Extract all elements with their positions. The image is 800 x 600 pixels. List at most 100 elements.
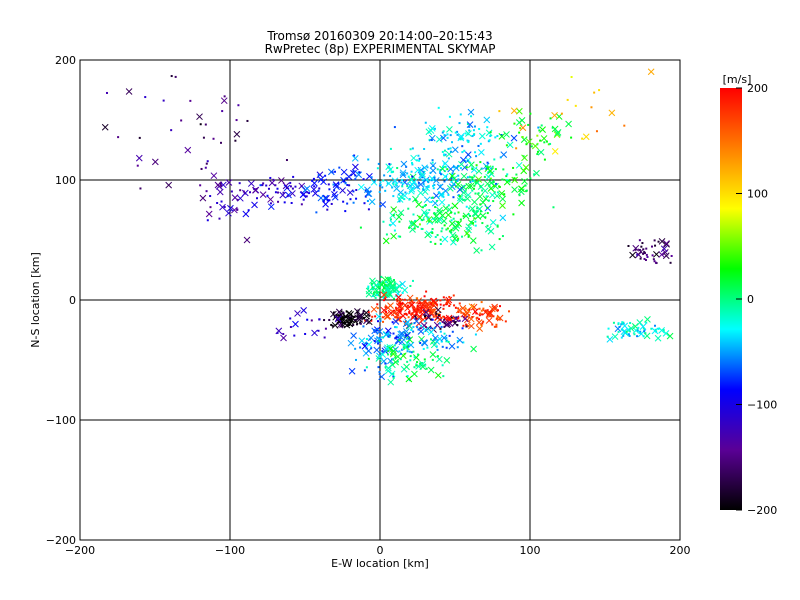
scatter-cross [219,203,226,211]
scatter-dot [457,237,460,240]
scatter-dot [249,191,252,194]
scatter-dot [549,117,552,120]
scatter-dot [355,189,358,192]
scatter-dot [644,332,647,335]
scatter-dot [486,161,489,164]
scatter-dot [442,375,445,378]
scatter-cross [658,327,666,334]
scatter-dot [451,330,454,333]
scatter-dot [638,239,641,242]
scatter-cross [469,205,476,212]
scatter-dot [494,136,497,139]
scatter-dot [651,245,654,248]
scatter-dot [452,217,455,220]
scatter-dot [404,320,407,323]
scatter-dot [468,125,471,128]
scatter-dot [662,329,665,332]
scatter-dot [439,330,442,333]
scatter-dot [443,322,446,325]
scatter-cross [518,185,525,193]
scatter-cross [427,127,435,134]
scatter-dot [458,195,461,198]
scatter-cross [455,220,462,228]
scatter-dot [636,329,639,332]
scatter-dot [375,294,378,297]
scatter-dot [334,170,337,173]
scatter-dot [476,207,479,210]
scatter-dot [489,177,492,180]
scatter-dot [560,112,563,115]
scatter-dot [370,347,373,350]
scatter-cross [399,169,407,177]
scatter-cross [395,303,403,310]
scatter-dot [420,324,423,327]
scatter-cross [365,287,373,295]
scatter-dot [414,199,417,202]
scatter-dot [461,145,464,148]
scatter-dot [170,75,173,78]
scatter-dot [512,166,515,169]
scatter-dot [395,336,398,339]
scatter-dot [139,187,142,190]
scatter-dot [372,293,375,296]
scatter-dot [430,303,433,306]
scatter-dot [483,175,486,178]
scatter-cross [466,121,474,128]
scatter-cross [498,133,506,140]
scatter-dot [406,350,409,353]
scatter-dot [456,317,459,320]
scatter-dot [447,147,450,150]
scatter-dot [323,336,326,339]
scatter-cross [440,334,448,342]
scatter-dot [416,353,419,356]
scatter-cross [395,294,402,301]
scatter-cross [380,306,388,314]
scatter-cross [135,154,143,162]
scatter-cross [379,351,387,358]
scatter-cross [242,210,250,218]
scatter-dot [417,302,420,305]
scatter-cross [280,334,287,342]
scatter-dot [425,290,428,293]
scatter-dot [390,171,393,174]
scatter-dot [433,326,436,329]
scatter-dot [391,186,394,189]
scatter-dot [359,321,362,324]
scatter-dot [350,315,353,318]
scatter-cross [518,117,526,124]
scatter-dot [473,125,476,128]
scatter-dot [457,211,460,214]
scatter-dot [425,211,428,214]
scatter-dot [494,168,497,171]
scatter-dot [422,179,425,182]
scatter-cross [196,113,203,121]
x-tick-label: −200 [65,544,95,557]
scatter-cross [278,177,285,184]
scatter-dot [468,207,471,210]
scatter-cross [491,303,498,311]
scatter-dot [408,312,411,315]
scatter-dot [446,227,449,230]
scatter-cross [639,323,647,331]
scatter-dot [488,185,491,188]
scatter-dot [399,302,402,305]
scatter-cross [429,167,437,174]
scatter-dot [384,287,387,290]
scatter-cross [462,212,470,220]
scatter-dot [422,183,425,186]
scatter-dot [430,196,433,199]
scatter-dot [473,217,476,220]
scatter-dot [536,153,539,156]
scatter-dot [433,212,436,215]
scatter-dot [487,171,490,174]
scatter-cross [165,181,173,189]
scatter-cross [397,303,405,310]
scatter-dot [468,214,471,217]
scatter-dot [472,129,475,132]
scatter-dot [385,289,388,292]
scatter-dot [236,208,239,211]
scatter-dot [315,211,318,214]
scatter-cross [409,226,416,233]
scatter-dot [410,300,413,303]
scatter-dot [461,151,464,154]
